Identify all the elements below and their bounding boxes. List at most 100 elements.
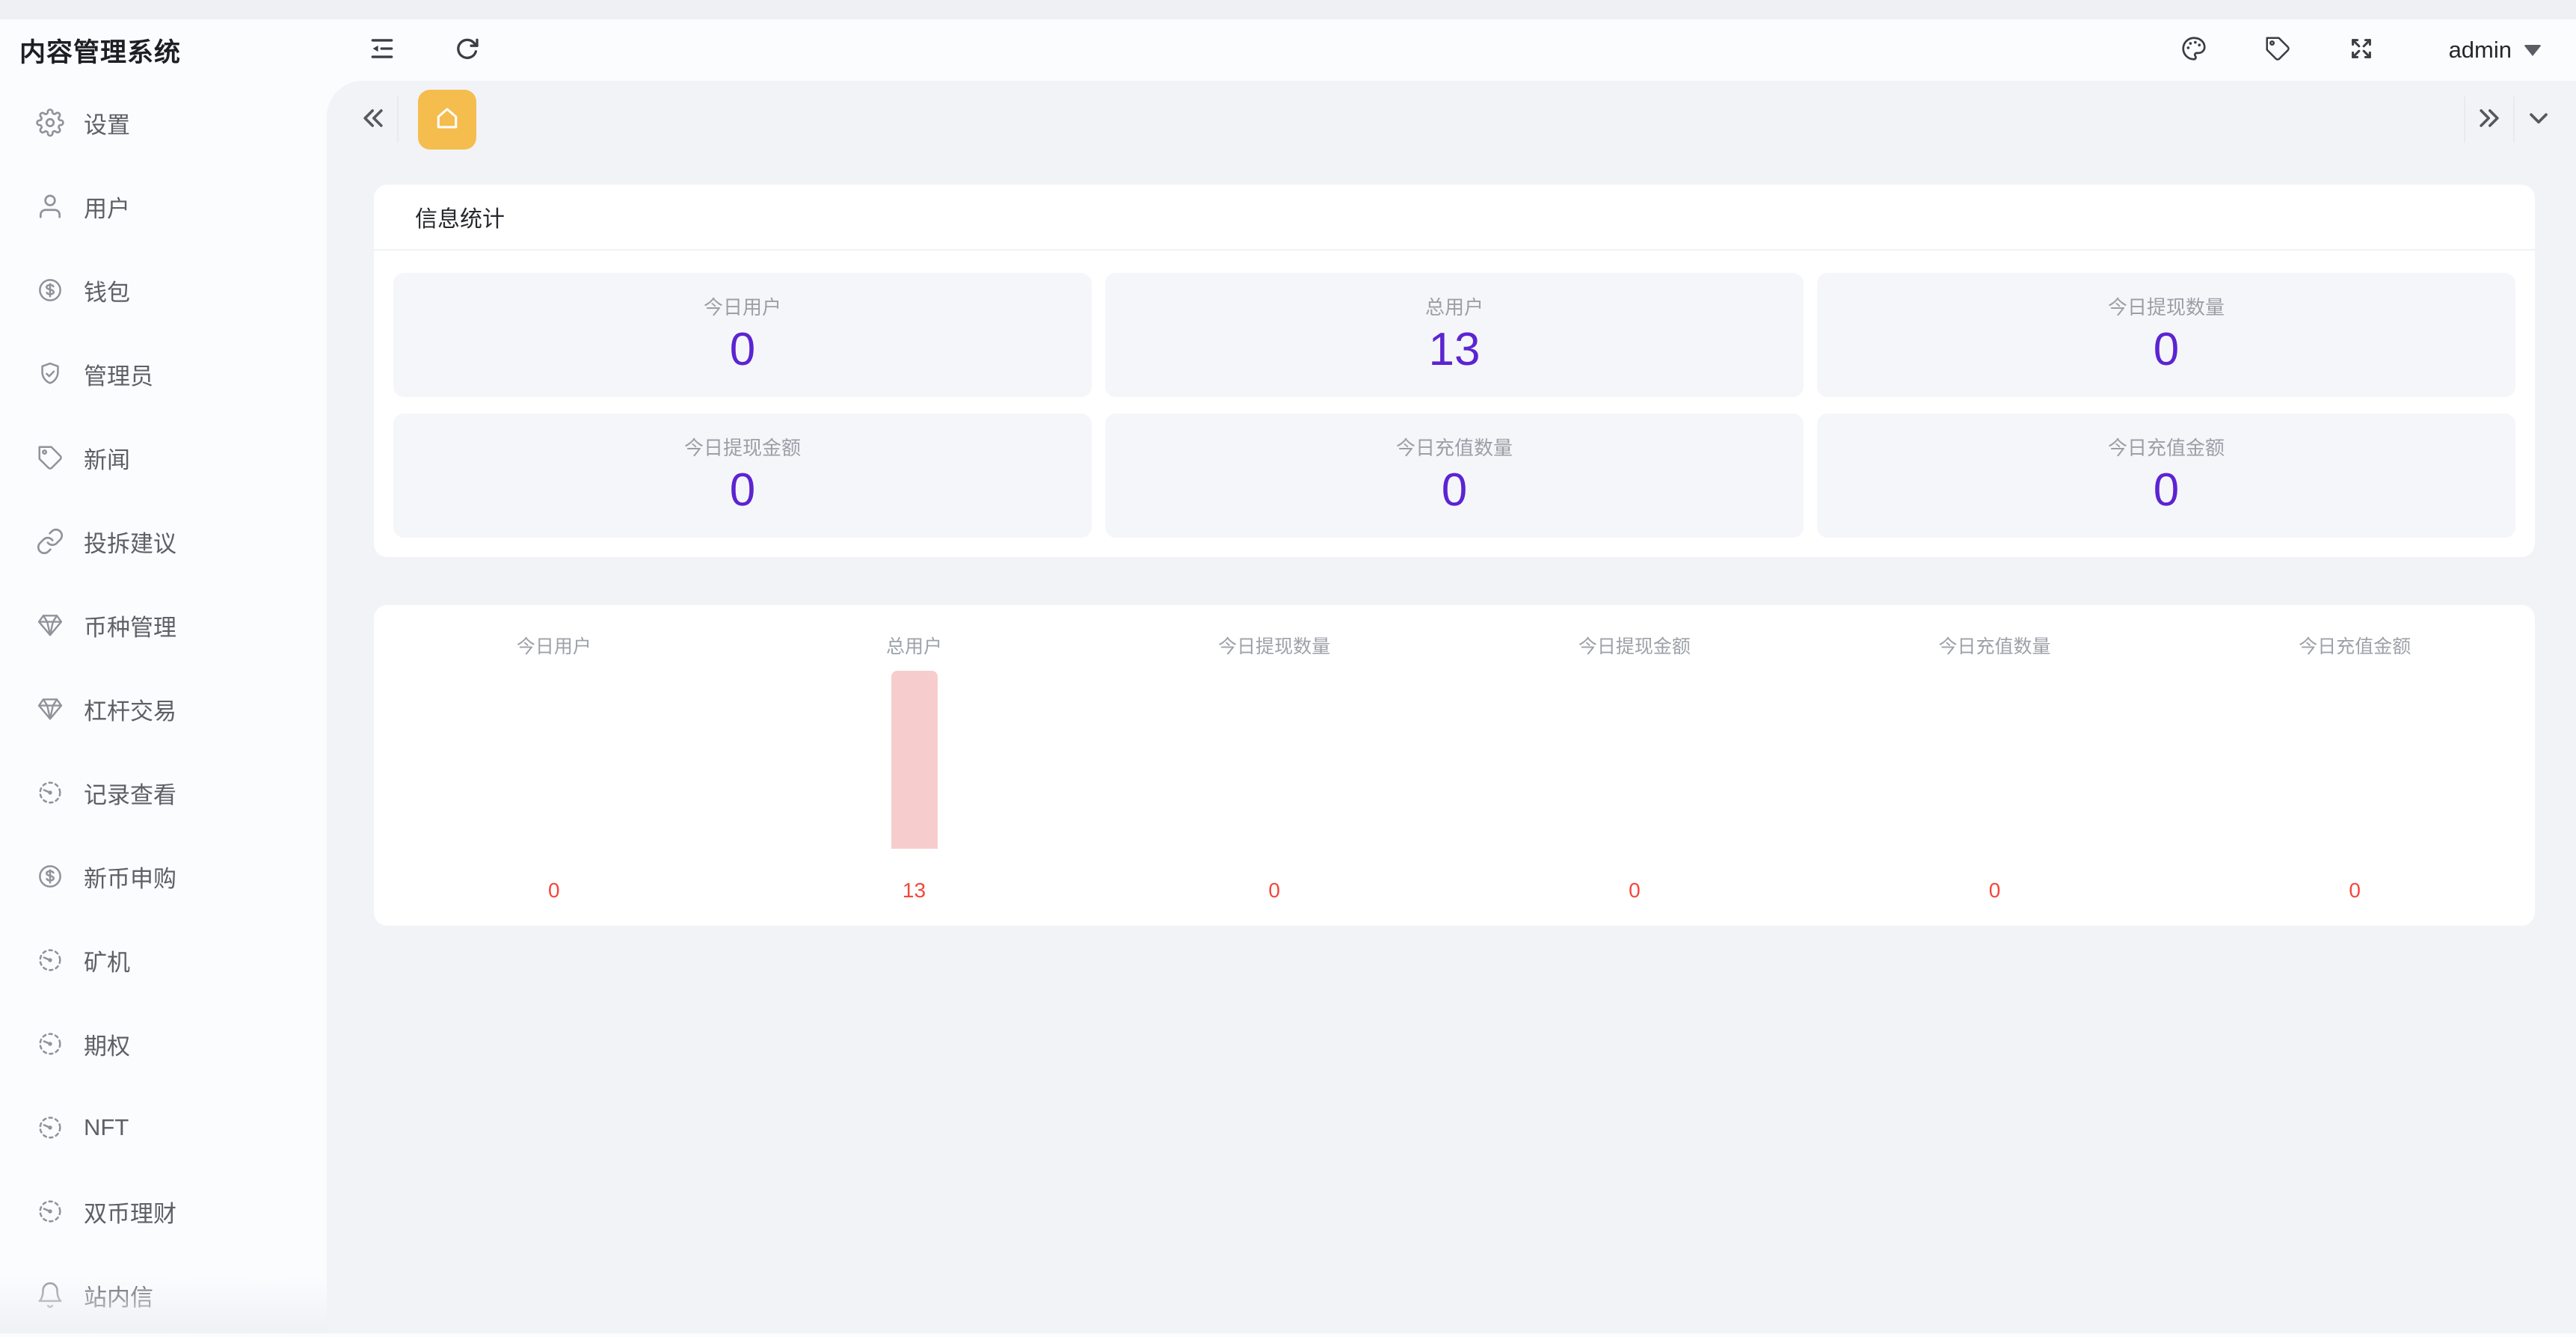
sidebar-item-label: 用户 — [84, 195, 130, 222]
tab-home[interactable] — [418, 90, 476, 150]
sidebar-item-new-coin-subscription[interactable]: 新币申购 — [0, 835, 327, 918]
main-content: 信息统计 今日用户 0 总用户 13 今日提现数量 0 今日提现金额 0 今日充… — [327, 81, 2576, 1333]
sidebar-item-records[interactable]: 记录查看 — [0, 751, 327, 835]
chart-category-label: 今日用户 — [516, 636, 591, 657]
stat-box-today-withdraw-count: 今日提现数量 0 — [1817, 273, 2515, 397]
stats-bar-chart: 今日用户 0 总用户 13 今日提现数量 0 今日提现金额 0 今日充值数量 0… — [374, 605, 2535, 926]
chart-bar-area — [1611, 656, 1658, 849]
chart-value-label: 0 — [2349, 879, 2361, 902]
sidebar-item-admins[interactable]: 管理员 — [0, 332, 327, 416]
chart-column-today-deposit-amount: 今日充值金额 0 — [2174, 605, 2535, 926]
sidebar-item-dual-investment[interactable]: 双币理财 — [0, 1170, 327, 1253]
chart-category-label: 今日提现金额 — [1578, 636, 1691, 657]
tab-bar — [327, 81, 2576, 159]
coin-icon — [36, 276, 64, 304]
gear-icon — [36, 108, 64, 137]
sidebar-item-users[interactable]: 用户 — [0, 165, 327, 248]
stat-box-today-withdraw-amount: 今日提现金额 0 — [393, 414, 1092, 538]
tag-icon — [36, 443, 64, 472]
sidebar-item-options[interactable]: 期权 — [0, 1002, 327, 1086]
link-icon — [36, 527, 64, 556]
stat-box-total-users: 总用户 13 — [1105, 273, 1804, 397]
sidebar-item-label: 记录查看 — [84, 781, 176, 808]
stat-value: 0 — [1441, 464, 1468, 516]
stat-label: 今日充值数量 — [1395, 437, 1513, 459]
chart-category-label: 总用户 — [886, 636, 943, 657]
theme-button[interactable] — [2177, 33, 2211, 67]
chart-bar-area — [1972, 656, 2018, 849]
sidebar-item-label: 矿机 — [84, 949, 130, 976]
sidebar-item-feedback[interactable]: 投拆建议 — [0, 500, 327, 583]
sidebar-item-label: NFT — [84, 1114, 129, 1140]
stat-label: 今日提现金额 — [683, 437, 801, 459]
gauge-icon — [36, 778, 64, 807]
tag-button[interactable] — [2260, 33, 2295, 67]
palette-icon — [2180, 34, 2208, 67]
scroll-tabs-left-button[interactable] — [357, 103, 390, 136]
sidebar-item-currency-management[interactable]: 币种管理 — [0, 583, 327, 667]
gauge-icon — [36, 1197, 64, 1226]
user-icon — [36, 192, 64, 221]
shield-check-icon — [36, 360, 64, 388]
sidebar-item-settings[interactable]: 设置 — [0, 81, 327, 165]
sidebar-item-label: 期权 — [84, 1033, 130, 1060]
chart-bar-area — [2331, 656, 2378, 849]
chart-column-today-withdraw-count: 今日提现数量 0 — [1094, 605, 1454, 926]
coin-icon — [36, 862, 64, 891]
user-menu[interactable]: admin — [2449, 37, 2542, 64]
stat-box-today-deposit-count: 今日充值数量 0 — [1105, 414, 1804, 538]
collapse-sidebar-button[interactable] — [365, 33, 399, 67]
chart-column-today-deposit-count: 今日充值数量 0 — [1815, 605, 2175, 926]
menu-fold-icon — [368, 34, 396, 67]
sidebar-item-mining[interactable]: 矿机 — [0, 918, 327, 1002]
tab-separator — [397, 96, 399, 143]
sidebar-item-nft[interactable]: NFT — [0, 1086, 327, 1170]
gauge-icon — [36, 1113, 64, 1142]
stat-value: 0 — [2153, 464, 2180, 516]
sidebar-item-site-messages[interactable]: 站内信 — [0, 1253, 327, 1337]
sidebar-item-label: 投拆建议 — [84, 530, 176, 557]
app-title: 内容管理系统 — [19, 37, 182, 67]
chevrons-left-icon — [358, 103, 388, 137]
chart-value-label: 0 — [1268, 879, 1280, 902]
refresh-button[interactable] — [450, 33, 485, 67]
sidebar-item-label: 币种管理 — [84, 614, 176, 641]
sidebar-item-news[interactable]: 新闻 — [0, 416, 327, 500]
bell-icon — [36, 1281, 64, 1309]
chart-category-label: 今日充值数量 — [1938, 636, 2051, 657]
chart-bar-area — [1251, 656, 1297, 849]
tab-separator — [2513, 96, 2515, 143]
stat-value: 13 — [1428, 324, 1481, 375]
stat-label: 总用户 — [1424, 296, 1484, 319]
tab-options-button[interactable] — [2522, 103, 2555, 136]
chart-category-label: 今日充值金额 — [2299, 636, 2411, 657]
fullscreen-button[interactable] — [2344, 33, 2379, 67]
stat-label: 今日用户 — [703, 296, 781, 319]
sidebar-item-label: 双币理财 — [84, 1200, 176, 1227]
window-top-strip — [0, 0, 2576, 19]
chart-value-label: 0 — [548, 879, 560, 902]
chevron-down-icon — [2524, 103, 2554, 137]
refresh-icon — [453, 34, 482, 67]
stat-value: 0 — [2153, 324, 2180, 375]
scroll-tabs-right-button[interactable] — [2473, 103, 2506, 136]
sidebar-item-wallet[interactable]: 钱包 — [0, 248, 327, 332]
caret-down-icon — [2524, 44, 2542, 56]
stat-box-today-users: 今日用户 0 — [393, 273, 1092, 397]
gauge-icon — [36, 946, 64, 974]
chart-value-label: 13 — [902, 879, 926, 902]
stat-value: 0 — [729, 464, 756, 516]
fullscreen-icon — [2347, 34, 2376, 67]
chart-column-total-users: 总用户 13 — [734, 605, 1095, 926]
sidebar-item-leverage-trading[interactable]: 杠杆交易 — [0, 667, 327, 751]
diamond-icon — [36, 611, 64, 639]
stat-value: 0 — [729, 324, 756, 375]
sidebar-item-label: 设置 — [84, 111, 130, 138]
chart-column-today-withdraw-amount: 今日提现金额 0 — [1454, 605, 1815, 926]
sidebar-item-label: 钱包 — [84, 279, 130, 306]
tab-separator — [2464, 96, 2465, 143]
sidebar-item-label: 新币申购 — [84, 865, 176, 892]
sidebar-item-label: 管理员 — [84, 363, 153, 390]
chart-bar-area — [531, 656, 577, 849]
gauge-icon — [36, 1030, 64, 1058]
